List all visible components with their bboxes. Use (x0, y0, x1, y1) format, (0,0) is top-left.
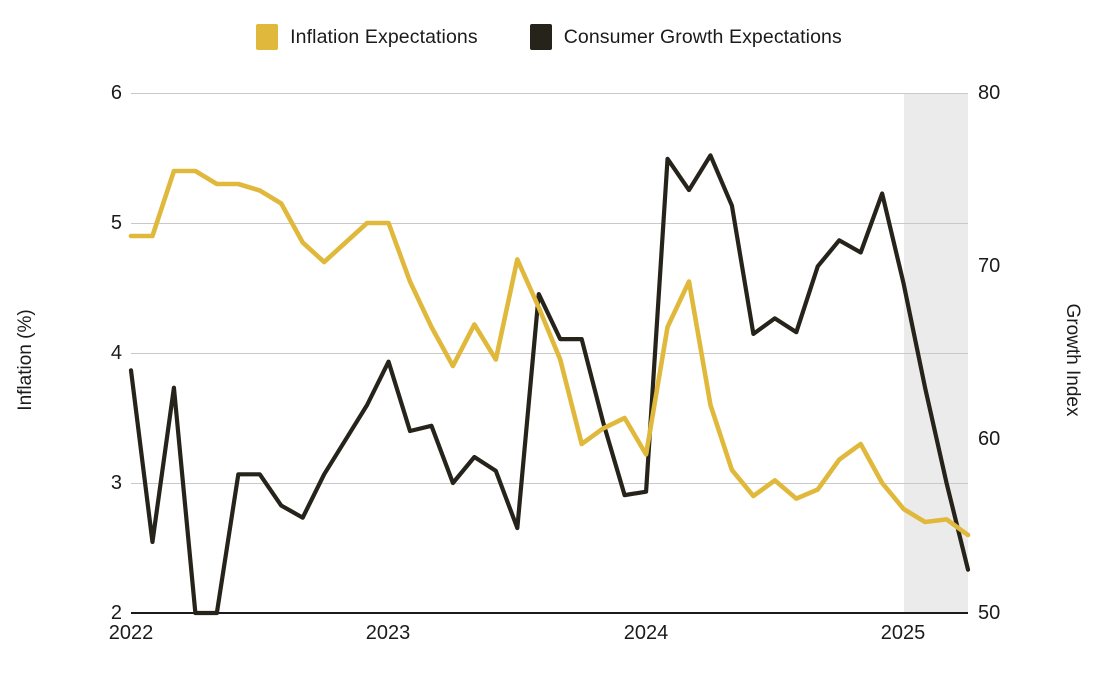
series-canvas (128, 153, 971, 616)
gridline-6 (131, 93, 968, 94)
y-axis-title-right: Growth Index (1062, 303, 1083, 417)
gridline-4 (131, 353, 968, 354)
chart-legend: Inflation Expectations Consumer Growth E… (0, 24, 1098, 50)
y-axis-tick-right-80: 80 (978, 82, 1001, 104)
y-axis-tick-left-2: 2 (110, 602, 122, 624)
y-axis-tick-left-6: 6 (110, 82, 122, 104)
y-axis-tick-right-70: 70 (978, 255, 1001, 277)
y-axis-tick-left-3: 3 (110, 472, 122, 494)
legend-label-inflation: Inflation Expectations (290, 25, 478, 48)
x-axis-tick-2025: 2025 (880, 622, 926, 644)
gridline-5 (131, 223, 968, 224)
x-axis-tick-2022: 2022 (108, 622, 154, 644)
x-axis-tick-2024: 2024 (623, 622, 669, 644)
x-axis-baseline (131, 612, 968, 614)
gridline-3 (131, 483, 968, 484)
legend-label-growth: Consumer Growth Expectations (563, 25, 842, 48)
y-axis-tick-left-5: 5 (110, 212, 122, 234)
legend-swatch-growth-icon (529, 24, 552, 50)
line-consumer-growth-expectations (128, 153, 971, 616)
legend-swatch-inflation-icon (256, 24, 279, 50)
y-axis-title-left: Inflation (%) (15, 309, 36, 411)
y-axis-tick-right-60: 60 (978, 428, 1001, 450)
line-inflation-expectations (128, 168, 971, 538)
y-axis-tick-left-4: 4 (110, 342, 122, 364)
legend-item-inflation[interactable]: Inflation Expectations (256, 24, 478, 50)
x-axis-tick-2023: 2023 (365, 622, 411, 644)
legend-item-growth[interactable]: Consumer Growth Expectations (529, 24, 842, 50)
y-axis-tick-right-50: 50 (978, 602, 1001, 624)
plot-area (128, 93, 971, 616)
